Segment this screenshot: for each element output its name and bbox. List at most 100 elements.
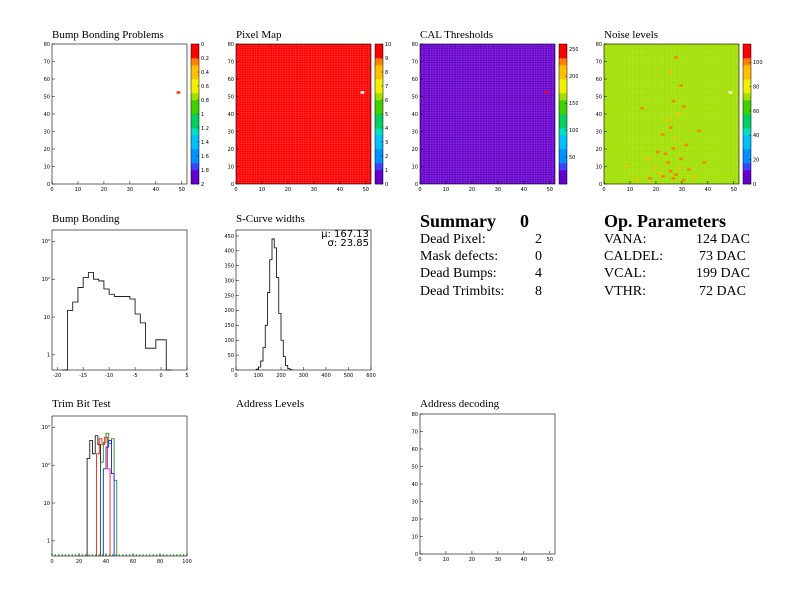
noise-levels-chart: 0 10 20 30 40 50 0 10 20 30 40 50 60 70 80 0 20 40 60 80 100 xyxy=(596,42,763,193)
colorbar-segment xyxy=(191,51,199,59)
colorbar-segment xyxy=(743,170,751,178)
y-tick-label: 80 xyxy=(44,42,50,48)
y-tick-label: 0 xyxy=(599,182,602,188)
colorbar-label: 0.6 xyxy=(201,84,209,90)
colorbar-label: 250 xyxy=(569,47,578,53)
colorbar-segment xyxy=(375,86,383,94)
hist-frame xyxy=(235,229,372,371)
y-tick-label: 0 xyxy=(47,182,50,188)
y-tick-label: 10 xyxy=(44,164,50,170)
colorbar-label: 200 xyxy=(569,74,578,80)
colorbar-segment xyxy=(375,100,383,108)
colorbar-segment xyxy=(743,142,751,150)
bump-map-title: Bump Bonding Problems xyxy=(52,29,164,41)
hist-marker xyxy=(98,554,100,556)
map-cell xyxy=(176,91,181,94)
summary-row-label: Dead Trimbits: xyxy=(420,284,505,299)
x-tick-label: 10 xyxy=(443,187,449,193)
x-tick-label: 500 xyxy=(344,373,354,379)
map-cell xyxy=(666,119,670,122)
colorbar-label: 1.8 xyxy=(201,168,209,174)
colorbar-segment xyxy=(191,142,199,150)
hist-series xyxy=(62,272,172,371)
hist-marker xyxy=(95,554,97,556)
op-param-label: VTHR: xyxy=(604,284,646,299)
y-tick-label: 70 xyxy=(412,59,418,65)
map-fill xyxy=(236,44,371,184)
hist-marker xyxy=(172,554,175,556)
y-tick-label: 30 xyxy=(596,129,602,135)
stats-sigma: σ: 23.85 xyxy=(327,238,369,249)
x-tick-label: 200 xyxy=(276,373,286,379)
colorbar-segment xyxy=(743,44,751,52)
colorbar-segment xyxy=(743,177,751,185)
hist-marker xyxy=(135,554,138,556)
x-tick-label: 10 xyxy=(75,187,81,193)
map-cell xyxy=(624,164,629,168)
colorbar-segment xyxy=(743,156,751,164)
colorbar-label: 5 xyxy=(385,112,388,118)
y-tick-label: 40 xyxy=(412,112,418,118)
map-fill xyxy=(420,44,555,184)
hist-marker xyxy=(115,554,117,556)
x-tick-label: 50 xyxy=(179,187,185,193)
y-tick-label: 60 xyxy=(44,77,50,83)
map-cell xyxy=(679,84,683,87)
colorbar-segment xyxy=(559,58,567,66)
colorbar-segment xyxy=(375,58,383,66)
colorbar-segment xyxy=(743,58,751,66)
colorbar-segment xyxy=(191,170,199,178)
hist-series xyxy=(86,435,101,556)
y-tick-label: 250 xyxy=(224,293,234,299)
colorbar-segment xyxy=(559,79,567,87)
colorbar-label: 0.8 xyxy=(201,98,209,104)
map-cell xyxy=(671,147,676,150)
y-tick-label: 30 xyxy=(44,129,50,135)
summary-row-label: Mask defects: xyxy=(420,249,499,264)
colorbar-segment xyxy=(559,51,567,59)
x-tick-label: 10 xyxy=(627,187,633,193)
map-cell xyxy=(640,107,644,110)
x-tick-label: 0 xyxy=(418,557,421,563)
x-tick-label: 80 xyxy=(157,559,163,565)
x-tick-label: -20 xyxy=(53,373,61,379)
colorbar-segment xyxy=(743,79,751,87)
colorbar-segment xyxy=(375,121,383,129)
y-tick-label: 1 xyxy=(47,539,50,545)
x-tick-label: 40 xyxy=(521,187,527,193)
y-tick-label: 300 xyxy=(224,278,234,284)
colorbar-segment xyxy=(191,177,199,185)
x-tick-label: 30 xyxy=(311,187,317,193)
y-tick-label: 150 xyxy=(224,323,234,329)
colorbar-segment xyxy=(559,107,567,115)
summary-row-value: 0 xyxy=(535,249,542,264)
colorbar-segment xyxy=(743,86,751,94)
hist-series xyxy=(102,440,115,556)
colorbar-segment xyxy=(191,79,199,87)
colorbar-frame xyxy=(742,43,752,185)
colorbar-segment xyxy=(191,149,199,157)
y-tick-label: 10² xyxy=(42,277,50,283)
colorbar-label: 0 xyxy=(753,182,756,188)
summary-title: Summary xyxy=(420,211,496,231)
op-param-label: CALDEL: xyxy=(604,249,664,264)
map-cell xyxy=(676,112,681,115)
colorbar-segment xyxy=(191,44,199,52)
address-decoding-title: Address decoding xyxy=(420,398,500,410)
colorbar-label: 3 xyxy=(385,140,388,146)
map-cell xyxy=(668,126,673,129)
x-tick-label: 20 xyxy=(469,187,475,193)
colorbar-segment xyxy=(559,72,567,80)
op-param-label: VANA: xyxy=(604,232,647,247)
map-cell xyxy=(681,105,686,108)
y-tick-label: 10 xyxy=(44,315,50,321)
map-cell xyxy=(645,157,650,161)
colorbar-segment xyxy=(375,149,383,157)
y-tick-label: 30 xyxy=(412,129,418,135)
bump-map-chart: 0 10 20 30 40 50 0 10 20 30 40 50 60 70 80 0 0.2 0.4 0.6 0.… xyxy=(44,42,209,193)
hist-marker xyxy=(68,554,70,556)
colorbar-label: 20 xyxy=(753,157,759,163)
cal-thresholds-chart: 0 10 20 30 40 50 0 10 20 30 40 50 60 70 80 50 100 150 200 2… xyxy=(412,42,578,193)
colorbar-label: 6 xyxy=(385,98,388,104)
hist-marker xyxy=(61,554,63,556)
